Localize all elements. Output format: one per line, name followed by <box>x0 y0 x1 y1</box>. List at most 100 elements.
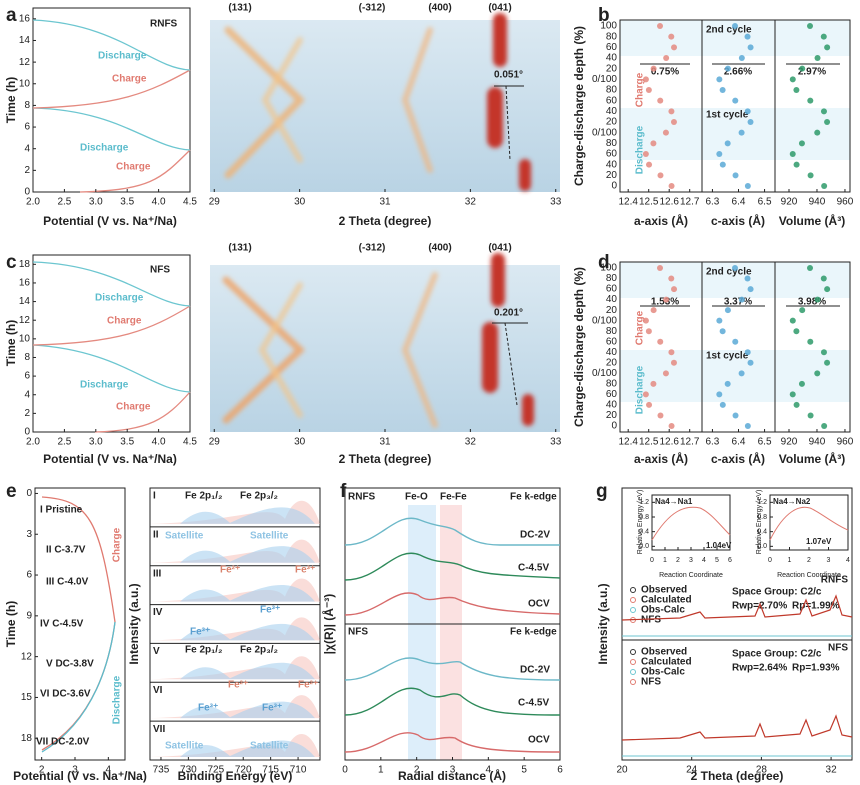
marker <box>798 140 805 147</box>
heatmap-peaks <box>222 253 534 428</box>
energy-path <box>651 506 731 541</box>
x-axis-title: a-axis (Å) <box>634 213 688 228</box>
x-tick-label: 920 <box>781 437 798 448</box>
y-tick-label: 80 <box>606 326 618 337</box>
marker <box>642 391 649 398</box>
legend-label: NFS <box>641 615 661 626</box>
y-tick-label: 12 <box>19 57 31 68</box>
marker <box>646 401 653 408</box>
annotation: Fe³⁺ <box>260 605 280 616</box>
change-label: 3.98% <box>798 297 826 308</box>
y-tick-label: 9 <box>26 610 32 621</box>
x-tick-label: 12.4 <box>618 437 638 448</box>
legend-label: Obs-Calc <box>641 667 685 678</box>
y-tick-label: 2 <box>24 408 30 419</box>
sample-label: NFS <box>348 627 368 638</box>
curve-label: C-4.5V <box>518 698 549 709</box>
x-tick-label: 6.4 <box>732 197 746 208</box>
peak-label: (-312) <box>359 3 386 14</box>
marker <box>744 33 751 40</box>
marker <box>732 338 739 345</box>
y-tick-label: 10 <box>19 78 31 89</box>
x-tick-label: 5 <box>521 765 527 776</box>
annotation: Fe-Fe <box>440 492 467 503</box>
peak-trace <box>261 37 303 163</box>
y-tick-label: 20 <box>606 117 618 128</box>
x-tick-label: 1 <box>378 765 384 776</box>
cycle-label: 1st cycle <box>706 351 749 362</box>
marker <box>668 349 675 356</box>
marker <box>793 161 800 168</box>
y-tick-label: 0/100 <box>592 368 617 379</box>
y-tick-label: 1.2 <box>639 499 649 506</box>
peak-label: (041) <box>488 243 511 254</box>
x-axis-title: 2 Theta (degree) <box>339 214 432 228</box>
y-tick-label: 100 <box>600 21 617 32</box>
row-label: V <box>153 646 160 657</box>
x-tick-label: 4 <box>486 765 492 776</box>
marker <box>793 401 800 408</box>
state-label: VII DC-2.0V <box>36 737 90 748</box>
state-label: IV C-4.5V <box>40 619 84 630</box>
shift-label: 0.051° <box>494 70 523 81</box>
x-tick-label: 33 <box>550 197 562 208</box>
legend-marker <box>630 607 636 613</box>
y-tick-label: 2 <box>24 165 30 176</box>
x-tick-label: 12.5 <box>639 197 659 208</box>
plot-frame <box>621 487 853 761</box>
inset-y-title: Relative Energy (eV) <box>637 490 644 555</box>
x-tick-label: 2.0 <box>26 197 40 208</box>
curve-label: DC-2V <box>520 530 550 541</box>
cycle-label: 1st cycle <box>706 110 749 121</box>
marker <box>670 119 677 125</box>
peak-trace <box>222 276 306 424</box>
y-tick-label: 80 <box>606 85 618 96</box>
x-tick-label: 4 <box>846 557 850 564</box>
y-tick-label: 0.0 <box>757 543 767 550</box>
y-tick-label: 0 <box>611 181 617 192</box>
fe-fe-band <box>440 505 462 760</box>
y-tick-label: 80 <box>606 379 618 390</box>
annotation: Charge <box>635 72 646 107</box>
marker <box>663 296 670 303</box>
marker <box>789 317 796 324</box>
x-tick-label: 2 <box>39 765 45 776</box>
y-tick-label: 0 <box>24 187 30 198</box>
x-axis-title: Potential (V vs. Na⁺/Na) <box>43 452 177 466</box>
marker <box>719 87 726 93</box>
marker <box>657 172 664 179</box>
curve-label: OCV <box>528 735 550 746</box>
annotation: Fe³⁺ <box>198 703 218 714</box>
sample-label: RNFS <box>348 492 376 503</box>
charge-curve <box>94 391 191 433</box>
fit-peak <box>180 507 315 524</box>
x-tick-label: 2 <box>414 765 420 776</box>
panel-label: g <box>596 481 608 502</box>
y-axis-title: |χ(R)| (Å⁻³) <box>321 594 336 655</box>
x-tick-label: 6.5 <box>758 197 772 208</box>
marker <box>732 265 738 271</box>
y-tick-label: 0/100 <box>592 127 617 138</box>
exafs-curves <box>344 517 561 753</box>
legend-label: Calculated <box>641 595 692 606</box>
x-tick-label: 33 <box>550 437 562 448</box>
marker <box>650 307 657 314</box>
y-axis-title: Time (h) <box>4 601 18 647</box>
marker <box>793 87 800 93</box>
x-tick-label: 6.3 <box>705 197 719 208</box>
cycle-label: 2nd cycle <box>706 25 752 36</box>
y-tick-label: 80 <box>606 273 618 284</box>
row-label: VI <box>153 685 163 696</box>
fit-peak <box>180 546 315 563</box>
x-tick-label: 4 <box>106 765 112 776</box>
fe-o-band <box>408 505 436 760</box>
legend-label: NFS <box>641 677 661 688</box>
space-group: Space Group: C2/c <box>732 649 822 660</box>
shift-guide <box>505 85 511 161</box>
y-tick-label: 40 <box>606 294 618 305</box>
x-tick-label: 20 <box>616 765 628 776</box>
marker <box>732 412 739 419</box>
x-tick-label: 32 <box>465 197 477 208</box>
fit-stat: Rp=1.99% <box>792 601 840 612</box>
